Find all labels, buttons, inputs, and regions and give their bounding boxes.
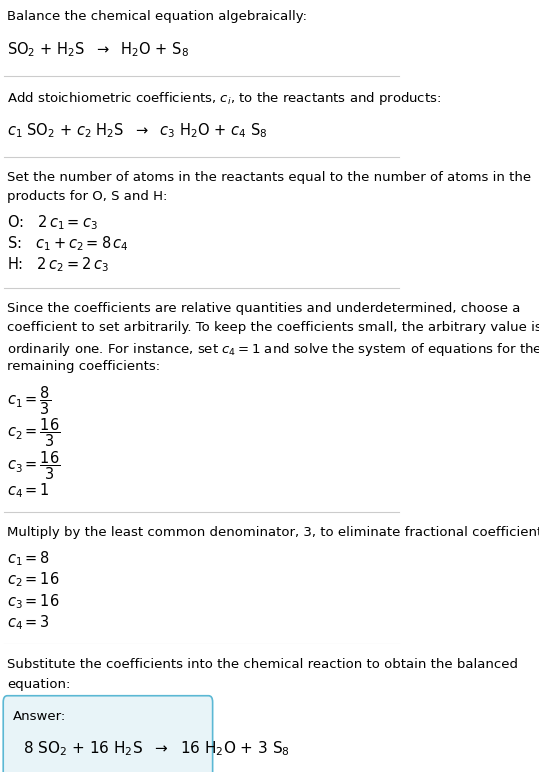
Text: Multiply by the least common denominator, 3, to eliminate fractional coefficient: Multiply by the least common denominator… <box>7 527 539 540</box>
Text: $c_1$ SO$_2$ + $c_2$ H$_2$S  $\rightarrow$  $c_3$ H$_2$O + $c_4$ S$_8$: $c_1$ SO$_2$ + $c_2$ H$_2$S $\rightarrow… <box>7 121 268 140</box>
Text: ordinarily one. For instance, set $c_4 = 1$ and solve the system of equations fo: ordinarily one. For instance, set $c_4 =… <box>7 340 539 357</box>
Text: products for O, S and H:: products for O, S and H: <box>7 190 168 203</box>
Text: $c_3 = \dfrac{16}{3}$: $c_3 = \dfrac{16}{3}$ <box>7 449 61 482</box>
Text: O:   $2\,c_1 = c_3$: O: $2\,c_1 = c_3$ <box>7 213 98 232</box>
Text: Balance the chemical equation algebraically:: Balance the chemical equation algebraica… <box>7 10 307 22</box>
Text: remaining coefficients:: remaining coefficients: <box>7 360 161 373</box>
Text: Set the number of atoms in the reactants equal to the number of atoms in the: Set the number of atoms in the reactants… <box>7 171 531 184</box>
Text: equation:: equation: <box>7 678 71 691</box>
Text: $c_4 = 3$: $c_4 = 3$ <box>7 613 50 632</box>
Text: H:   $2\,c_2 = 2\,c_3$: H: $2\,c_2 = 2\,c_3$ <box>7 256 109 274</box>
Text: Answer:: Answer: <box>13 710 66 723</box>
Text: $c_1 = \dfrac{8}{3}$: $c_1 = \dfrac{8}{3}$ <box>7 384 52 417</box>
Text: Since the coefficients are relative quantities and underdetermined, choose a: Since the coefficients are relative quan… <box>7 302 521 315</box>
Text: $c_3 = 16$: $c_3 = 16$ <box>7 592 60 611</box>
Text: Add stoichiometric coefficients, $c_i$, to the reactants and products:: Add stoichiometric coefficients, $c_i$, … <box>7 90 441 107</box>
Text: 8 SO$_2$ + 16 H$_2$S  $\rightarrow$  16 H$_2$O + 3 S$_8$: 8 SO$_2$ + 16 H$_2$S $\rightarrow$ 16 H$… <box>23 740 291 758</box>
Text: Substitute the coefficients into the chemical reaction to obtain the balanced: Substitute the coefficients into the che… <box>7 659 519 672</box>
Text: S:   $c_1 + c_2 = 8\,c_4$: S: $c_1 + c_2 = 8\,c_4$ <box>7 235 129 253</box>
Text: coefficient to set arbitrarily. To keep the coefficients small, the arbitrary va: coefficient to set arbitrarily. To keep … <box>7 321 539 334</box>
Text: SO$_2$ + H$_2$S  $\rightarrow$  H$_2$O + S$_8$: SO$_2$ + H$_2$S $\rightarrow$ H$_2$O + S… <box>7 41 189 59</box>
FancyBboxPatch shape <box>3 696 212 772</box>
Text: $c_2 = \dfrac{16}{3}$: $c_2 = \dfrac{16}{3}$ <box>7 417 61 449</box>
Text: $c_1 = 8$: $c_1 = 8$ <box>7 550 51 568</box>
Text: $c_2 = 16$: $c_2 = 16$ <box>7 571 60 590</box>
Text: $c_4 = 1$: $c_4 = 1$ <box>7 481 50 500</box>
